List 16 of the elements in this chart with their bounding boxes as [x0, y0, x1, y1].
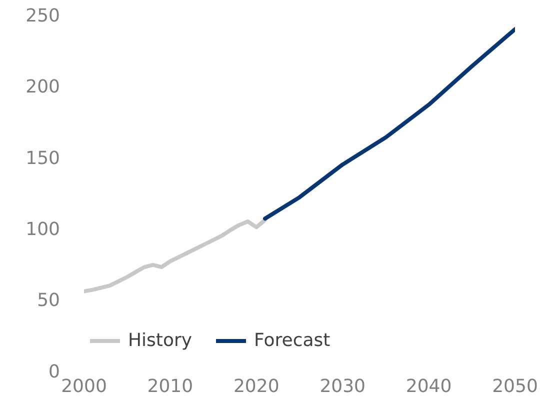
x-tick-label: 2040: [406, 376, 452, 397]
legend-label: History: [128, 330, 192, 351]
line-series: [263, 27, 515, 221]
y-tick-label: 200: [26, 76, 60, 98]
line-series: [84, 218, 268, 294]
legend-label: Forecast: [254, 330, 330, 351]
x-tick-label: 2030: [320, 376, 366, 397]
y-tick-label: 0: [48, 361, 60, 382]
y-tick-label: 50: [37, 290, 60, 312]
x-tick-label: 2020: [233, 376, 280, 397]
y-tick-label: 150: [26, 148, 60, 169]
y-tick-label: 250: [26, 5, 60, 26]
x-tick-label: 2000: [61, 376, 107, 397]
y-tick-label: 100: [26, 218, 60, 240]
x-tick-label: 2010: [147, 376, 194, 397]
x-tick-label: 2050: [492, 376, 538, 397]
